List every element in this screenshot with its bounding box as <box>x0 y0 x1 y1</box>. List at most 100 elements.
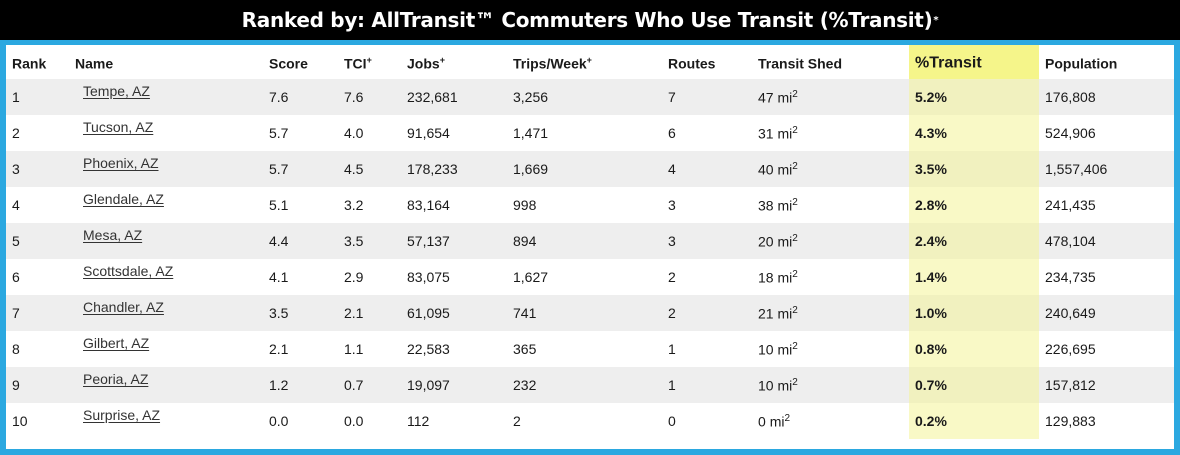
transit-shed-cell: 10 mi2 <box>758 331 909 367</box>
city-link-text[interactable]: Peoria, AZ <box>83 371 149 387</box>
transit-shed-unit: mi <box>777 269 793 286</box>
population-cell: 524,906 <box>1039 115 1174 151</box>
city-name-link[interactable]: Peoria, AZ <box>75 367 269 403</box>
rank-cell: 1 <box>6 79 75 115</box>
trips-week-cell: 998 <box>513 187 668 223</box>
routes-cell: 3 <box>668 223 758 259</box>
page-title: Ranked by: AllTransit™ Commuters Who Use… <box>0 0 1180 40</box>
city-name-link[interactable]: Gilbert, AZ <box>75 331 269 367</box>
transit-shed-cell: 21 mi2 <box>758 295 909 331</box>
rank-cell: 5 <box>6 223 75 259</box>
table-row: 9 Peoria, AZ 1.2 0.7 19,097 232 1 10 mi2 0.7% 157… <box>6 367 1174 403</box>
city-name-link[interactable]: Glendale, AZ <box>75 187 269 223</box>
routes-cell: 0 <box>668 403 758 439</box>
jobs-cell: 19,097 <box>407 367 513 403</box>
city-name-link[interactable]: Mesa, AZ <box>75 223 269 259</box>
score-cell: 5.7 <box>269 115 344 151</box>
rank-cell: 4 <box>6 187 75 223</box>
tci-cell: 2.9 <box>344 259 407 295</box>
score-cell: 1.2 <box>269 367 344 403</box>
city-name-link[interactable]: Tempe, AZ <box>75 79 269 115</box>
transit-shed-cell: 18 mi2 <box>758 259 909 295</box>
city-link-text[interactable]: Tempe, AZ <box>83 83 150 99</box>
column-header-transit-shed[interactable]: Transit Shed <box>758 55 843 72</box>
transit-shed-cell: 40 mi2 <box>758 151 909 187</box>
score-cell: 0.0 <box>269 403 344 439</box>
score-cell: 7.6 <box>269 79 344 115</box>
city-name-link[interactable]: Tucson, AZ <box>75 115 269 151</box>
city-link-text[interactable]: Tucson, AZ <box>83 119 154 135</box>
transit-shed-unit-exponent: 2 <box>792 304 798 316</box>
percent-transit-cell: 4.3% <box>909 115 1039 151</box>
trips-week-cell: 894 <box>513 223 668 259</box>
transit-shed-unit-exponent: 2 <box>792 376 798 388</box>
tci-cell: 3.5 <box>344 223 407 259</box>
table-row: 5 Mesa, AZ 4.4 3.5 57,137 894 3 20 mi2 2.4% 478,1… <box>6 223 1174 259</box>
ranking-table: Rank Name Score TCI+ Jobs+ Trips/Week+ R… <box>6 45 1174 439</box>
column-header-score[interactable]: Score <box>269 55 308 72</box>
column-header-rank[interactable]: Rank <box>12 55 47 72</box>
rank-cell: 8 <box>6 331 75 367</box>
routes-cell: 3 <box>668 187 758 223</box>
tci-cell: 4.5 <box>344 151 407 187</box>
column-header-trips-week[interactable]: Trips/Week+ <box>513 54 592 72</box>
population-cell: 240,649 <box>1039 295 1174 331</box>
city-name-link[interactable]: Scottsdale, AZ <box>75 259 269 295</box>
transit-shed-cell: 38 mi2 <box>758 187 909 223</box>
city-name-link[interactable]: Phoenix, AZ <box>75 151 269 187</box>
transit-shed-unit: mi <box>769 413 785 430</box>
transit-shed-unit-exponent: 2 <box>792 340 798 352</box>
table-row: 7 Chandler, AZ 3.5 2.1 61,095 741 2 21 mi2 1.0% 2… <box>6 295 1174 331</box>
rank-cell: 6 <box>6 259 75 295</box>
population-cell: 478,104 <box>1039 223 1174 259</box>
table-header-row: Rank Name Score TCI+ Jobs+ Trips/Week+ R… <box>6 45 1174 79</box>
table-row: 3 Phoenix, AZ 5.7 4.5 178,233 1,669 4 40 mi2 3.5… <box>6 151 1174 187</box>
tci-cell: 7.6 <box>344 79 407 115</box>
score-cell: 2.1 <box>269 331 344 367</box>
population-cell: 157,812 <box>1039 367 1174 403</box>
transit-shed-unit-exponent: 2 <box>792 196 798 208</box>
trips-week-cell: 1,627 <box>513 259 668 295</box>
transit-shed-value: 40 <box>758 161 774 178</box>
city-link-text[interactable]: Phoenix, AZ <box>83 155 159 171</box>
city-link-text[interactable]: Chandler, AZ <box>83 299 164 315</box>
jobs-cell: 83,075 <box>407 259 513 295</box>
population-cell: 241,435 <box>1039 187 1174 223</box>
jobs-cell: 91,654 <box>407 115 513 151</box>
table-row: 6 Scottsdale, AZ 4.1 2.9 83,075 1,627 2 18 mi2 1… <box>6 259 1174 295</box>
city-link-text[interactable]: Surprise, AZ <box>83 407 161 423</box>
score-cell: 5.1 <box>269 187 344 223</box>
tci-cell: 1.1 <box>344 331 407 367</box>
jobs-cell: 83,164 <box>407 187 513 223</box>
transit-shed-unit-exponent: 2 <box>792 232 798 244</box>
column-header-name[interactable]: Name <box>75 55 114 72</box>
column-header-percent-transit[interactable]: %Transit <box>909 45 1039 79</box>
transit-shed-value: 31 <box>758 125 774 142</box>
transit-shed-value: 18 <box>758 269 774 286</box>
routes-cell: 2 <box>668 259 758 295</box>
transit-shed-unit-exponent: 2 <box>792 124 798 136</box>
trips-week-cell: 232 <box>513 367 668 403</box>
trips-week-cell: 1,471 <box>513 115 668 151</box>
column-header-jobs[interactable]: Jobs+ <box>407 54 445 72</box>
column-header-tci[interactable]: TCI+ <box>344 54 372 72</box>
score-cell: 5.7 <box>269 151 344 187</box>
transit-shed-unit-exponent: 2 <box>792 268 798 280</box>
column-header-routes[interactable]: Routes <box>668 55 716 72</box>
population-cell: 234,735 <box>1039 259 1174 295</box>
city-link-text[interactable]: Gilbert, AZ <box>83 335 150 351</box>
city-name-link[interactable]: Chandler, AZ <box>75 295 269 331</box>
percent-transit-cell: 1.4% <box>909 259 1039 295</box>
city-link-text[interactable]: Scottsdale, AZ <box>83 263 174 279</box>
city-link-text[interactable]: Glendale, AZ <box>83 191 164 207</box>
percent-transit-cell: 0.7% <box>909 367 1039 403</box>
city-name-link[interactable]: Surprise, AZ <box>75 403 269 439</box>
population-cell: 129,883 <box>1039 403 1174 439</box>
jobs-cell: 57,137 <box>407 223 513 259</box>
transit-shed-unit: mi <box>777 197 793 214</box>
table-row: 8 Gilbert, AZ 2.1 1.1 22,583 365 1 10 mi2 0.8% 22… <box>6 331 1174 367</box>
city-link-text[interactable]: Mesa, AZ <box>83 227 143 243</box>
table-row: 1 Tempe, AZ 7.6 7.6 232,681 3,256 7 47 mi2 5.2% 1… <box>6 79 1174 115</box>
tci-cell: 3.2 <box>344 187 407 223</box>
column-header-population[interactable]: Population <box>1045 55 1118 72</box>
